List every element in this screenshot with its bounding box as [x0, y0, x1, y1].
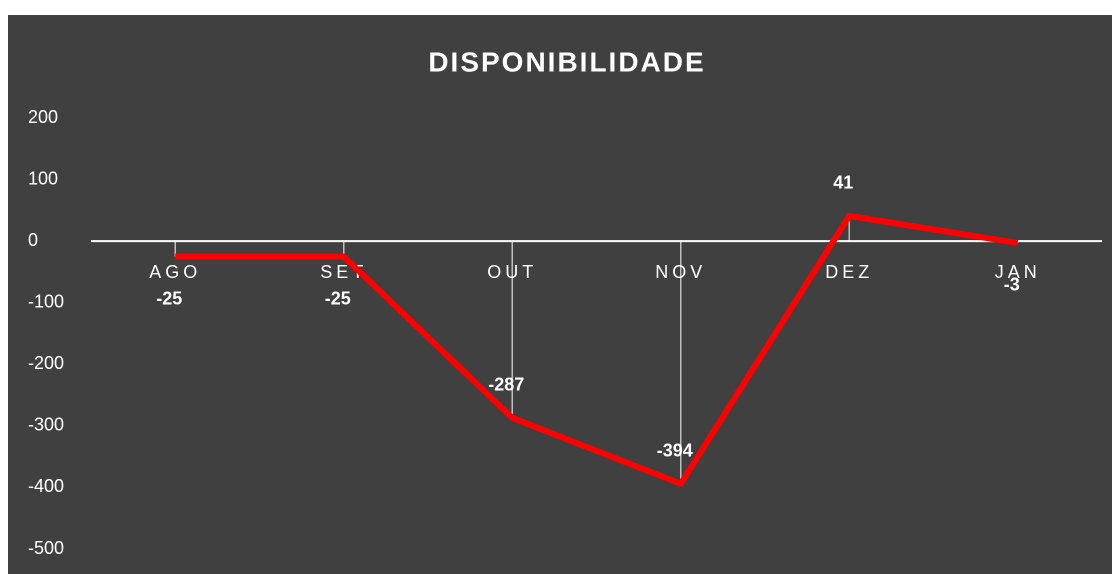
y-tick-label: 100	[28, 168, 58, 188]
x-tick-label: OUT	[487, 262, 537, 282]
data-label: -25	[156, 288, 182, 308]
y-tick-label: -100	[28, 291, 64, 311]
data-label: 41	[833, 173, 853, 193]
x-tick-label: AGO	[149, 262, 201, 282]
y-tick-label: -300	[28, 415, 64, 435]
data-label: -287	[488, 375, 524, 395]
x-tick-label: NOV	[655, 262, 706, 282]
data-label: -394	[657, 440, 693, 460]
y-tick-label: -200	[28, 353, 64, 373]
data-label: -25	[325, 288, 351, 308]
x-tick-label: DEZ	[825, 262, 873, 282]
y-tick-label: 0	[28, 230, 38, 250]
line	[175, 212, 1019, 487]
chart-background	[8, 15, 1112, 574]
y-tick-label: -400	[28, 476, 64, 496]
y-tick-label: 200	[28, 107, 58, 127]
data-label: -3	[1004, 275, 1020, 295]
y-tick-label: -500	[28, 538, 64, 558]
chart-title: DISPONIBILIDADE	[428, 46, 705, 77]
x-tick-label: JAN	[995, 262, 1041, 282]
